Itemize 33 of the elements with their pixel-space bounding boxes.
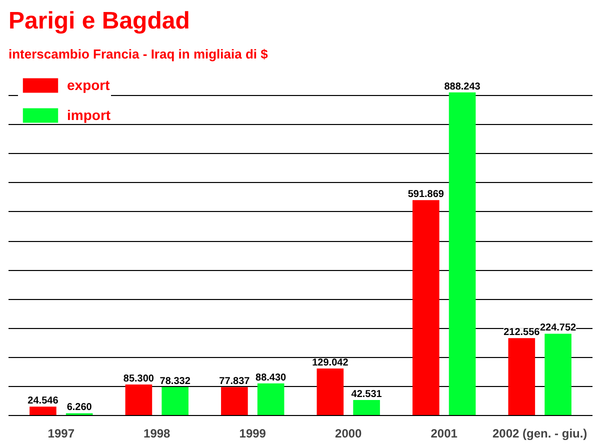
bar [316,368,344,416]
bar [448,92,476,416]
bar [353,400,380,416]
data-label: 85.300 [123,373,154,384]
data-label: 888.243 [444,81,481,92]
data-label: 24.546 [28,396,59,407]
x-tick-label: 1999 [239,426,266,440]
data-label: 212.556 [504,327,540,338]
data-label: 42.531 [351,389,382,400]
bar [221,387,248,416]
data-label: 6.260 [66,402,92,414]
legend-label: import [67,107,111,123]
data-label: 224.752 [540,322,577,334]
bar [30,406,56,416]
bar [257,383,284,416]
chart-subtitle: interscambio Francia - Iraq in migliaia di $ [8,46,269,62]
bar [412,200,440,416]
bar [544,334,572,416]
x-tick-label: 2000 [335,426,362,440]
x-tick-label: 2002 (gen. - giu.) [492,426,588,440]
x-tick-label: 2001 [430,426,458,440]
data-label: 591.869 [408,189,444,200]
data-label: 78.332 [160,376,191,387]
chart-title: Parigi e Bagdad [8,8,190,34]
legend-label: export [67,77,110,93]
data-label: 129.042 [312,358,349,369]
x-tick-label: 1997 [48,426,75,440]
bar [125,384,152,416]
x-tick-label: 1998 [144,426,171,440]
bar [508,338,536,416]
data-label: 77.837 [219,376,250,388]
bar [162,387,188,416]
data-label: 88.430 [256,372,287,384]
